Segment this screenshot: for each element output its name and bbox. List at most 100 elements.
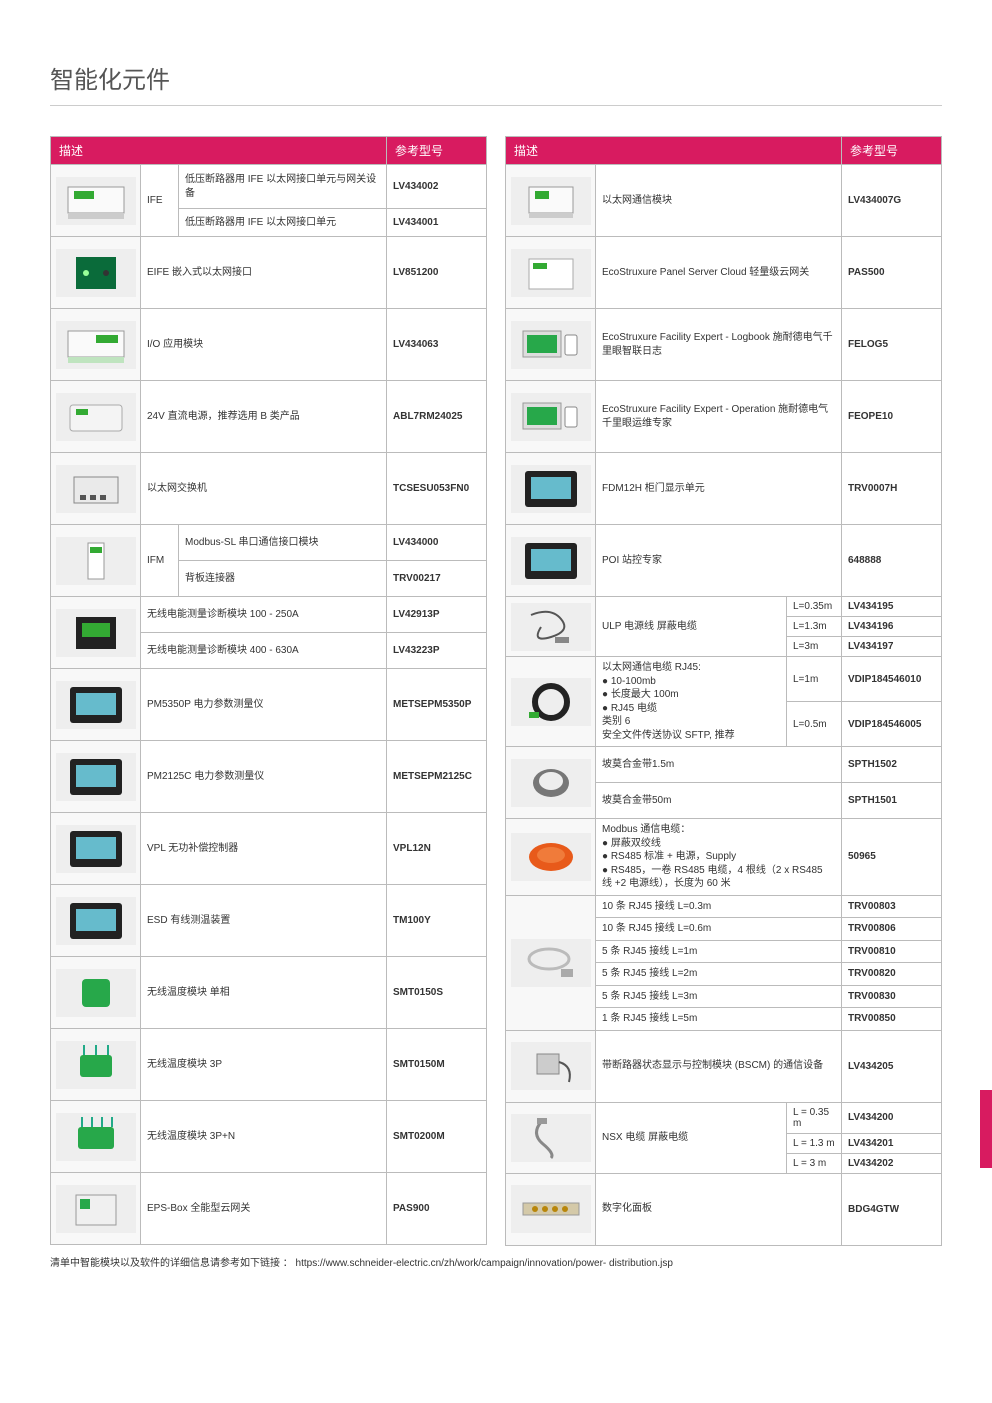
table-row: EPS-Box 全能型云网关PAS900: [51, 1173, 487, 1245]
page-title: 智能化元件: [50, 60, 942, 95]
product-ref: METSEPM5350P: [387, 669, 487, 741]
table-row: 24V 直流电源，推荐选用 B 类产品ABL7RM24025: [51, 381, 487, 453]
header-desc: 描述: [51, 137, 387, 165]
product-desc: 1 条 RJ45 接线 L=5m: [596, 1008, 842, 1031]
product-desc: 低压断路器用 IFE 以太网接口单元: [179, 209, 387, 237]
product-image: [506, 453, 596, 525]
table-row: IFE低压断路器用 IFE 以太网接口单元与网关设备LV434002: [51, 165, 487, 209]
product-ref: TRV00803: [842, 895, 942, 918]
product-image: [506, 381, 596, 453]
product-ref: SMT0200M: [387, 1101, 487, 1173]
product-ref: FEOPE10: [842, 381, 942, 453]
product-ref: SPTH1501: [842, 783, 942, 819]
product-ref: TRV00850: [842, 1008, 942, 1031]
table-row: ULP 电源线 屏蔽电缆L=0.35mLV434195: [506, 597, 942, 617]
table-row: EIFE 嵌入式以太网接口LV851200: [51, 237, 487, 309]
product-image: [506, 819, 596, 896]
product-desc: PM5350P 电力参数测量仪: [141, 669, 387, 741]
product-desc: VPL 无功补偿控制器: [141, 813, 387, 885]
right-column: 描述参考型号以太网通信模块LV434007GEcoStruxure Panel …: [505, 136, 942, 1246]
product-image: [506, 747, 596, 819]
table-row: 无线温度模块 单相SMT0150S: [51, 957, 487, 1029]
product-desc: 无线电能测量诊断模块 100 - 250A: [141, 597, 387, 633]
table-row: 带断路器状态显示与控制模块 (BSCM) 的通信设备LV434205: [506, 1030, 942, 1102]
product-desc: PM2125C 电力参数测量仪: [141, 741, 387, 813]
product-desc: 无线温度模块 单相: [141, 957, 387, 1029]
product-desc: 10 条 RJ45 接线 L=0.3m: [596, 895, 842, 918]
table-row: I/O 应用模块LV434063: [51, 309, 487, 381]
product-image: [506, 165, 596, 237]
product-ref: LV434001: [387, 209, 487, 237]
product-image: [51, 237, 141, 309]
product-image: [51, 1173, 141, 1245]
table-row: FDM12H 柜门显示单元TRV0007H: [506, 453, 942, 525]
product-ref: LV434205: [842, 1030, 942, 1102]
header-desc: 描述: [506, 137, 842, 165]
product-ref: PAS500: [842, 237, 942, 309]
product-label: IFM: [141, 525, 179, 597]
product-desc: 无线温度模块 3P+N: [141, 1101, 387, 1173]
product-desc: 坡莫合金带1.5m: [596, 747, 842, 783]
table-row: VPL 无功补偿控制器VPL12N: [51, 813, 487, 885]
table-row: 以太网通信模块LV434007G: [506, 165, 942, 237]
header-ref: 参考型号: [842, 137, 942, 165]
table-row: NSX 电缆 屏蔽电缆L = 0.35 mLV434200: [506, 1102, 942, 1133]
divider: [50, 105, 942, 106]
product-desc: 以太网交换机: [141, 453, 387, 525]
table-row: POI 站控专家648888: [506, 525, 942, 597]
product-desc: 数字化面板: [596, 1173, 842, 1245]
product-image: [51, 525, 141, 597]
table-row: 以太网交换机TCSESU053FN0: [51, 453, 487, 525]
table-row: Modbus 通信电缆：● 屏蔽双绞线● RS485 标准 + 电源，Suppl…: [506, 819, 942, 896]
product-desc: 低压断路器用 IFE 以太网接口单元与网关设备: [179, 165, 387, 209]
product-sub: L = 1.3 m: [787, 1133, 842, 1153]
product-image: [51, 381, 141, 453]
product-image: [506, 237, 596, 309]
product-ref: VDIP184546005: [842, 702, 942, 747]
product-desc: EcoStruxure Panel Server Cloud 轻量级云网关: [596, 237, 842, 309]
product-sub: L=3m: [787, 637, 842, 657]
left-column: 描述参考型号IFE低压断路器用 IFE 以太网接口单元与网关设备LV434002…: [50, 136, 487, 1246]
product-ref: LV434000: [387, 525, 487, 561]
product-desc: 背板连接器: [179, 561, 387, 597]
product-ref: LV43223P: [387, 633, 487, 669]
table-row: 无线电能测量诊断模块 100 - 250ALV42913P: [51, 597, 487, 633]
product-image: [51, 957, 141, 1029]
product-sub: L=0.35m: [787, 597, 842, 617]
product-ref: LV434200: [842, 1102, 942, 1133]
table-row: 无线温度模块 3PSMT0150M: [51, 1029, 487, 1101]
product-ref: VDIP184546010: [842, 657, 942, 702]
product-desc: EcoStruxure Facility Expert - Logbook 施耐…: [596, 309, 842, 381]
product-desc: EPS-Box 全能型云网关: [141, 1173, 387, 1245]
product-desc: 以太网通信电缆 RJ45:● 10-100mb● 长度最大 100m● RJ45…: [596, 657, 787, 747]
product-ref: TRV00820: [842, 963, 942, 986]
table-row: IFMModbus-SL 串口通信接口模块LV434000: [51, 525, 487, 561]
product-desc: FDM12H 柜门显示单元: [596, 453, 842, 525]
product-image: [506, 657, 596, 747]
product-image: [51, 309, 141, 381]
product-desc: 无线电能测量诊断模块 400 - 630A: [141, 633, 387, 669]
product-ref: SMT0150S: [387, 957, 487, 1029]
product-sub: L = 0.35 m: [787, 1102, 842, 1133]
product-image: [51, 741, 141, 813]
table-row: PM2125C 电力参数测量仪METSEPM2125C: [51, 741, 487, 813]
product-image: [506, 895, 596, 1030]
product-desc: EIFE 嵌入式以太网接口: [141, 237, 387, 309]
product-image: [51, 597, 141, 669]
table-row: ESD 有线测温装置TM100Y: [51, 885, 487, 957]
product-ref: TRV00830: [842, 985, 942, 1008]
product-image: [506, 1030, 596, 1102]
product-image: [51, 885, 141, 957]
footer-link[interactable]: 清单中智能模块以及软件的详细信息请参考如下链接 ： https://www.sc…: [50, 1254, 942, 1269]
product-ref: BDG4GTW: [842, 1173, 942, 1245]
product-image: [51, 165, 141, 237]
table-row: 坡莫合金带1.5mSPTH1502: [506, 747, 942, 783]
product-desc: 带断路器状态显示与控制模块 (BSCM) 的通信设备: [596, 1030, 842, 1102]
table-row: EcoStruxure Facility Expert - Logbook 施耐…: [506, 309, 942, 381]
table-row: 数字化面板BDG4GTW: [506, 1173, 942, 1245]
table-row: PM5350P 电力参数测量仪METSEPM5350P: [51, 669, 487, 741]
table-row: 无线温度模块 3P+NSMT0200M: [51, 1101, 487, 1173]
product-ref: LV42913P: [387, 597, 487, 633]
product-image: [506, 1173, 596, 1245]
product-ref: METSEPM2125C: [387, 741, 487, 813]
